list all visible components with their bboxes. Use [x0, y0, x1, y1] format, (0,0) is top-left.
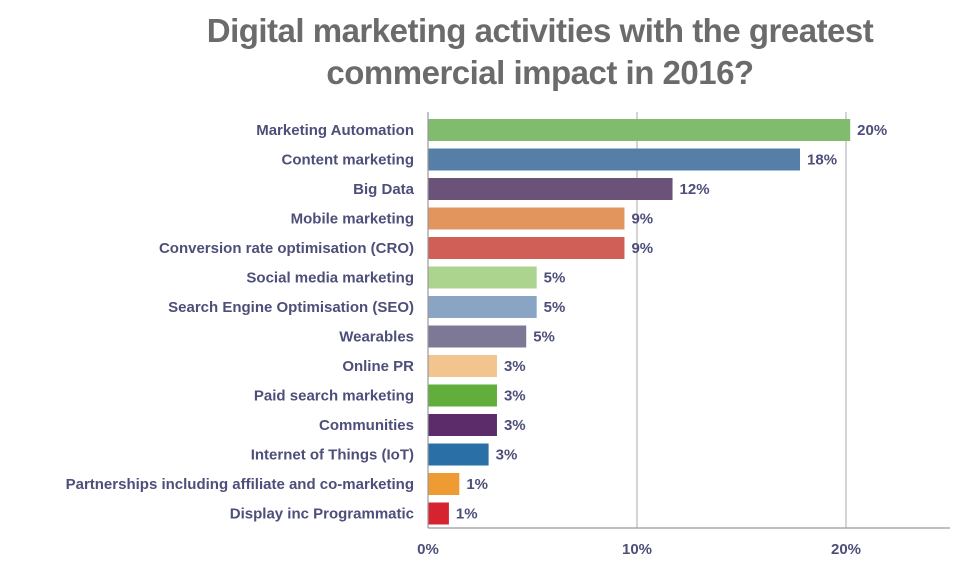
category-label-2: Big Data: [353, 181, 415, 198]
value-label-10: 3%: [504, 417, 526, 434]
category-label-9: Paid search marketing: [254, 388, 414, 405]
value-label-3: 9%: [631, 211, 653, 228]
value-label-4: 9%: [631, 240, 653, 257]
x-tick-label-2: 20%: [831, 541, 861, 558]
value-label-12: 1%: [466, 476, 488, 493]
value-label-1: 18%: [807, 152, 837, 169]
value-label-6: 5%: [544, 299, 566, 316]
category-label-0: Marketing Automation: [256, 122, 414, 139]
value-label-2: 12%: [680, 181, 710, 198]
category-label-12: Partnerships including affiliate and co-…: [66, 476, 414, 493]
bar-1: [428, 148, 801, 171]
category-label-10: Communities: [319, 417, 414, 434]
bar-3: [428, 207, 625, 230]
category-label-8: Online PR: [342, 358, 414, 375]
bar-5: [428, 266, 537, 289]
bar-7: [428, 325, 527, 348]
bar-8: [428, 355, 497, 377]
bar-6: [428, 296, 537, 318]
bar-0: [428, 119, 851, 141]
x-tick-label-0: 0%: [417, 541, 439, 558]
bar-4: [428, 237, 625, 259]
value-label-8: 3%: [504, 358, 526, 375]
category-label-5: Social media marketing: [246, 270, 414, 287]
x-tick-label-1: 10%: [622, 541, 652, 558]
category-label-13: Display inc Programmatic: [230, 506, 414, 523]
category-label-6: Search Engine Optimisation (SEO): [168, 299, 414, 316]
value-label-13: 1%: [456, 506, 478, 523]
category-label-3: Mobile marketing: [291, 211, 414, 228]
category-label-4: Conversion rate optimisation (CRO): [159, 240, 414, 257]
chart-title: Digital marketing activities with the gr…: [160, 10, 920, 94]
category-label-7: Wearables: [339, 329, 414, 346]
category-label-1: Content marketing: [281, 152, 414, 169]
category-label-11: Internet of Things (IoT): [251, 447, 414, 464]
chart-title-line-2: commercial impact in 2016?: [326, 54, 754, 91]
value-label-7: 5%: [533, 329, 555, 346]
value-label-0: 20%: [857, 122, 887, 139]
bar-12: [428, 473, 460, 495]
value-label-11: 3%: [496, 447, 518, 464]
value-label-9: 3%: [504, 388, 526, 405]
bar-13: [428, 502, 449, 525]
bar-9: [428, 384, 497, 407]
value-label-5: 5%: [544, 270, 566, 287]
bar-10: [428, 414, 497, 436]
chart-title-line-1: Digital marketing activities with the gr…: [206, 12, 874, 49]
bar-11: [428, 443, 489, 466]
bar-2: [428, 178, 673, 200]
